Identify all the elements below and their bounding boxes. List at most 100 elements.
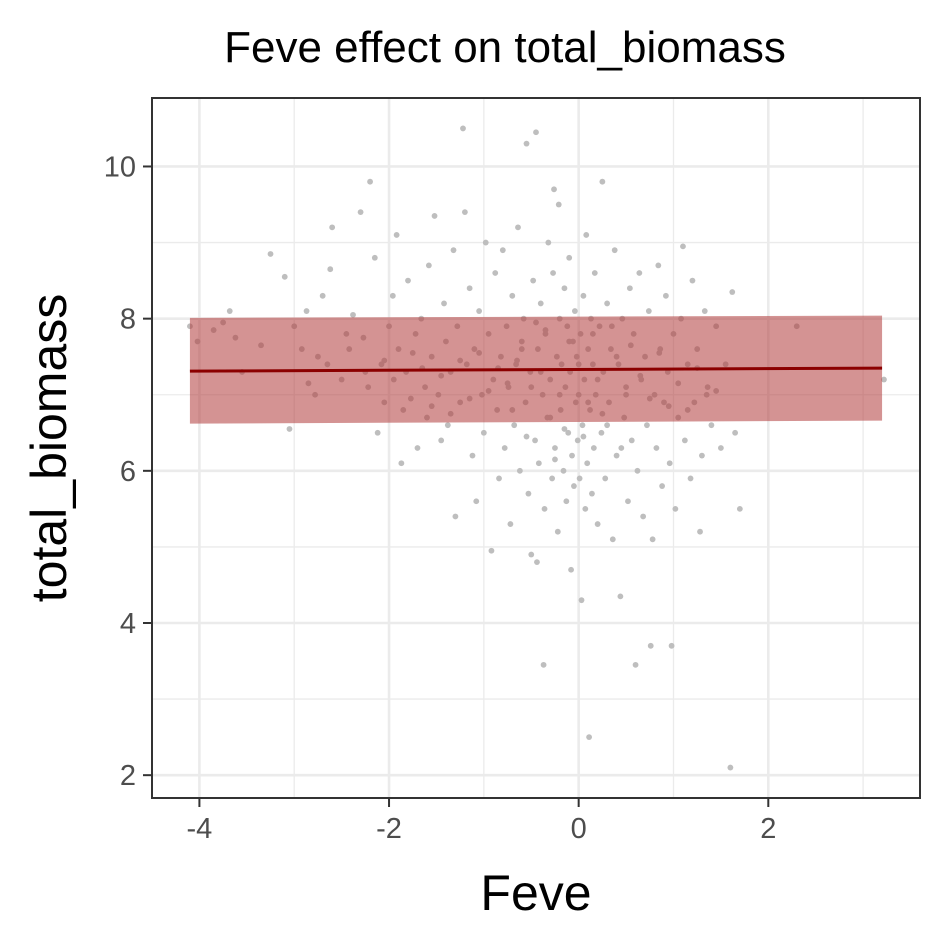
data-point [569, 452, 575, 459]
data-point [405, 277, 411, 284]
data-point [425, 262, 432, 269]
data-point [393, 232, 400, 238]
x-tick-label: -4 [187, 813, 213, 845]
data-point [566, 254, 573, 261]
data-point [389, 292, 396, 299]
data-point [509, 292, 516, 299]
data-point [488, 547, 495, 554]
data-point [480, 429, 487, 436]
data-point [441, 300, 447, 307]
data-point [568, 566, 574, 573]
data-point [649, 536, 656, 543]
data-point [444, 422, 451, 429]
fit-line [189, 366, 883, 373]
data-point [655, 262, 662, 269]
y-axis-ticks: 2 4 6 8 10 [104, 151, 152, 792]
x-axis-title: Feve [480, 865, 591, 921]
data-point [541, 505, 548, 512]
data-point [589, 490, 595, 497]
data-point [576, 475, 583, 482]
data-point [438, 437, 445, 444]
data-point [591, 270, 598, 276]
data-point [532, 437, 538, 444]
data-point [460, 125, 466, 132]
panel-border [151, 97, 921, 799]
data-point [303, 308, 310, 314]
data-point [611, 247, 618, 254]
data-point [367, 178, 373, 185]
data-point [371, 254, 378, 261]
data-point [579, 422, 586, 429]
data-point [482, 239, 489, 246]
data-point [681, 437, 688, 444]
x-tick-label: 0 [571, 813, 587, 845]
data-point [609, 536, 616, 543]
data-point [534, 559, 540, 566]
data-point [644, 422, 650, 429]
data-point [555, 201, 562, 208]
data-point [586, 734, 592, 741]
data-point [226, 308, 233, 314]
y-tick-label: 6 [120, 456, 136, 488]
data-point [613, 452, 620, 459]
data-point [492, 270, 499, 276]
data-point [881, 376, 887, 383]
data-point [357, 209, 364, 216]
data-point [717, 445, 724, 451]
data-point [625, 498, 631, 505]
x-tick-label: -2 [376, 813, 402, 845]
chart-title: Feve effect on total_biomass [224, 23, 786, 72]
data-point [578, 597, 585, 604]
data-point [431, 213, 438, 219]
data-point [530, 277, 537, 284]
data-point [618, 445, 625, 451]
data-point [640, 513, 647, 520]
data-point [571, 483, 577, 489]
data-point [659, 483, 666, 489]
data-point [540, 661, 547, 668]
data-point [590, 445, 597, 451]
data-point [645, 308, 652, 314]
data-point [571, 308, 578, 314]
y-tick-label: 10 [104, 151, 136, 183]
data-point [501, 445, 508, 451]
data-point [499, 247, 506, 254]
data-point [281, 273, 288, 280]
data-point [476, 308, 483, 314]
data-point [680, 243, 686, 250]
data-point [473, 498, 480, 505]
data-point [450, 247, 457, 254]
data-point [582, 505, 589, 512]
data-point [523, 140, 530, 147]
data-point [604, 422, 611, 429]
data-point [552, 456, 558, 463]
x-axis-ticks: -4 -2 0 2 [187, 798, 776, 845]
data-point [452, 513, 459, 520]
data-point [580, 292, 587, 299]
data-point [528, 551, 535, 558]
data-point [551, 186, 557, 193]
data-point [699, 452, 705, 459]
data-point [565, 429, 572, 436]
data-point [286, 426, 293, 432]
data-point [662, 292, 669, 299]
data-point [398, 460, 405, 467]
data-point [563, 498, 570, 505]
y-axis-title: total_biomass [21, 294, 77, 603]
data-point [533, 129, 539, 136]
data-point [634, 467, 641, 474]
data-point [549, 475, 556, 482]
data-point [496, 475, 502, 482]
data-point [374, 429, 381, 436]
data-point [594, 521, 601, 527]
data-point [632, 661, 639, 668]
data-point [668, 642, 675, 649]
data-point [626, 285, 633, 292]
x-tick-label: 2 [760, 813, 776, 845]
data-point [653, 445, 660, 451]
data-point [729, 289, 736, 295]
data-point [598, 429, 605, 436]
y-tick-label: 2 [120, 760, 136, 792]
data-point [580, 433, 587, 440]
data-point [560, 467, 567, 474]
